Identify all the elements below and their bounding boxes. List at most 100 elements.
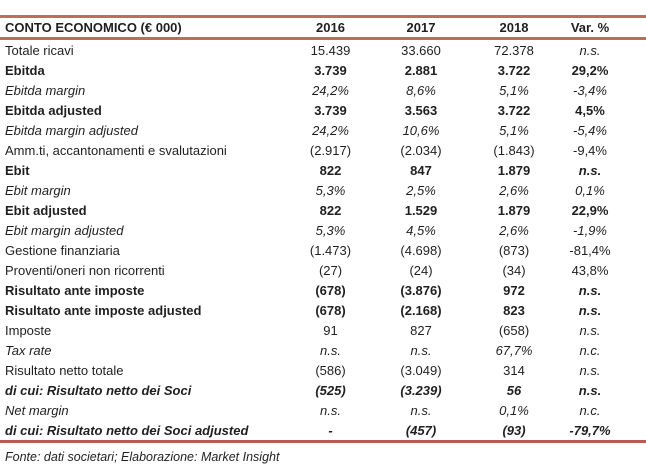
value-var-pct: -1,9% — [573, 222, 607, 238]
value-2018: 5,1% — [499, 82, 529, 98]
value-2018: (34) — [502, 262, 526, 278]
value-var-pct: n.c. — [579, 342, 601, 358]
row-label: di cui: Risultato netto dei Soci adjuste… — [5, 422, 249, 438]
value-2017: 10,6% — [402, 122, 440, 138]
table-row: Proventi/oneri non ricorrenti (27) (24) (34… — [0, 260, 646, 280]
table-row: di cui: Risultato netto dei Soci (525) (3.… — [0, 380, 646, 400]
value-var-pct: 43,8% — [571, 262, 609, 278]
value-2017: 827 — [410, 322, 432, 338]
value-2018: 2,6% — [499, 182, 529, 198]
col-header-2016: 2016 — [316, 20, 345, 35]
table-row: Risultato netto totale (586) (3.049) 314 n.s… — [0, 360, 646, 380]
income-statement-table: CONTO ECONOMICO (€ 000) 2016 2017 2018 V… — [0, 15, 646, 443]
table-row: Risultato ante imposte (678) (3.876) 972 n.s… — [0, 280, 646, 300]
row-label: Risultato ante imposte — [5, 282, 145, 298]
value-2018: 67,7% — [495, 342, 533, 358]
table-row: Ebit 822 847 1.879 n.s. — [0, 160, 646, 180]
row-label: Ebitda margin — [5, 82, 86, 98]
table-row: Ebitda adjusted 3.739 3.563 3.722 4,5% — [0, 100, 646, 120]
value-2016: n.s. — [320, 402, 341, 418]
value-2017: 3.563 — [404, 102, 438, 118]
value-2017: 8,6% — [406, 82, 436, 98]
value-2017: (4.698) — [400, 242, 442, 258]
table-header-row: CONTO ECONOMICO (€ 000) 2016 2017 2018 V… — [0, 15, 646, 40]
row-label: Tax rate — [5, 342, 52, 358]
table-body: Totale ricavi 15.439 33.660 72.378 n.s. Ebitd… — [0, 40, 646, 443]
value-var-pct: 29,2% — [571, 62, 609, 78]
value-2016: 5,3% — [315, 222, 346, 238]
value-2016: 3.739 — [314, 102, 347, 118]
value-2018: (873) — [498, 242, 530, 258]
value-2018: 314 — [503, 362, 525, 378]
table-row: Ebit margin adjusted 5,3% 4,5% 2,6% -1,9% — [0, 220, 646, 240]
row-label: di cui: Risultato netto dei Soci — [5, 382, 192, 398]
row-label: Ebitda adjusted — [5, 102, 102, 118]
value-var-pct: 4,5% — [575, 102, 605, 118]
value-2017: 1.529 — [404, 202, 438, 218]
row-label: Ebit — [5, 162, 30, 178]
value-2016: 24,2% — [312, 82, 349, 98]
value-var-pct: n.s. — [578, 282, 602, 298]
value-2018: 3.722 — [497, 62, 531, 78]
col-header-var-pct: Var. % — [570, 20, 610, 35]
row-label: Risultato netto totale — [5, 362, 124, 378]
value-2016: n.s. — [320, 342, 341, 358]
value-2017: (3.049) — [400, 362, 442, 378]
col-header-2017: 2017 — [406, 20, 436, 35]
row-label: Risultato ante imposte adjusted — [5, 302, 202, 318]
value-2018: 0,1% — [499, 402, 529, 418]
row-label: Ebitda margin adjusted — [5, 122, 138, 138]
table-row: Gestione finanziaria (1.473) (4.698) (873) -… — [0, 240, 646, 260]
value-2016: 5,3% — [315, 182, 346, 198]
value-2016: 24,2% — [312, 122, 349, 138]
value-2017: (457) — [405, 422, 437, 438]
value-2018: 72.378 — [494, 42, 534, 58]
value-2016: 3.739 — [314, 62, 347, 78]
table-title: CONTO ECONOMICO (€ 000) — [5, 20, 182, 35]
row-label: Ebit margin adjusted — [5, 222, 124, 238]
value-var-pct: 22,9% — [571, 202, 609, 218]
value-2016: 15.439 — [310, 42, 351, 58]
table-row: Risultato ante imposte adjusted (678) (2.1… — [0, 300, 646, 320]
value-var-pct: -79,7% — [569, 422, 611, 438]
value-2018: 1.879 — [497, 162, 531, 178]
table-row: Net margin n.s. n.s. 0,1% n.c. — [0, 400, 646, 420]
value-2017: (2.034) — [400, 142, 442, 158]
value-2017: (3.239) — [400, 382, 442, 398]
row-label: Imposte — [5, 322, 52, 338]
value-2016: - — [328, 422, 333, 438]
value-2017: n.s. — [410, 342, 432, 358]
value-var-pct: n.s. — [578, 382, 602, 398]
row-label: Net margin — [5, 402, 69, 418]
table-row: Ebitda margin adjusted 24,2% 10,6% 5,1% -5,4… — [0, 120, 646, 140]
table-row: Totale ricavi 15.439 33.660 72.378 n.s. — [0, 40, 646, 60]
value-2018: (93) — [502, 422, 526, 438]
row-label: Ebitda — [5, 62, 45, 78]
col-header-2018: 2018 — [499, 20, 529, 35]
value-var-pct: n.s. — [579, 322, 601, 338]
value-2017: 4,5% — [406, 222, 436, 238]
row-label: Proventi/oneri non ricorrenti — [5, 262, 165, 278]
value-var-pct: -81,4% — [569, 242, 611, 258]
value-2017: 2,5% — [406, 182, 436, 198]
value-2016: (586) — [315, 362, 346, 378]
table-row: di cui: Risultato netto dei Soci adjuste… — [0, 420, 646, 440]
table-row: Ebitda 3.739 2.881 3.722 29,2% — [0, 60, 646, 80]
value-2018: (1.843) — [493, 142, 535, 158]
row-label: Ebit adjusted — [5, 202, 87, 218]
value-2016: (1.473) — [309, 242, 352, 258]
value-var-pct: -9,4% — [573, 142, 607, 158]
value-2016: (678) — [315, 302, 346, 318]
value-2017: 2.881 — [404, 62, 438, 78]
value-2016: (525) — [315, 382, 346, 398]
value-2018: 972 — [503, 282, 525, 298]
value-var-pct: n.s. — [579, 362, 601, 378]
value-2017: (24) — [409, 262, 433, 278]
value-2016: (2.917) — [309, 142, 352, 158]
value-var-pct: -5,4% — [573, 122, 607, 138]
table-row: Ebit margin 5,3% 2,5% 2,6% 0,1% — [0, 180, 646, 200]
value-2018: 2,6% — [499, 222, 529, 238]
value-2018: 3.722 — [497, 102, 531, 118]
value-2017: n.s. — [410, 402, 432, 418]
value-2016: (678) — [315, 282, 346, 298]
